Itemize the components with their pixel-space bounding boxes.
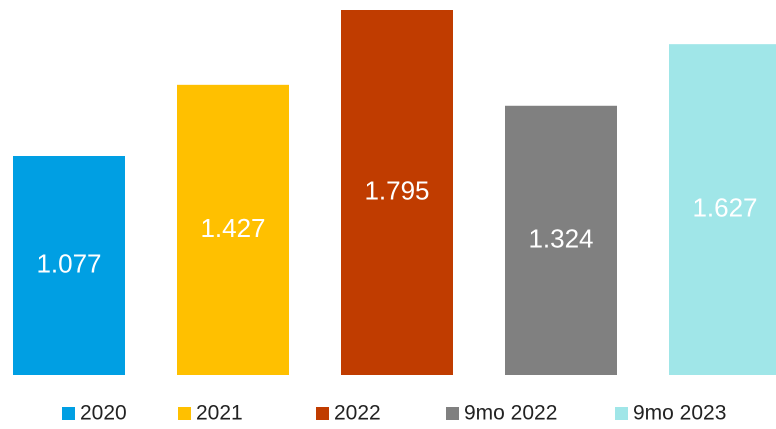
bar [13, 156, 125, 375]
legend-label: 9mo 2023 [633, 402, 726, 425]
bar [669, 44, 776, 375]
data-label: 1.627 [692, 192, 757, 222]
legend-swatch [615, 407, 628, 420]
data-label: 1.795 [364, 175, 429, 205]
bar [505, 105, 617, 375]
legend-label: 2020 [80, 402, 127, 425]
data-label: 1.427 [200, 213, 265, 243]
legend-swatch [178, 407, 191, 420]
data-label: 1.324 [528, 223, 593, 253]
bar [177, 84, 289, 376]
legend-label: 9mo 2022 [464, 402, 557, 425]
legend-label: 2021 [196, 402, 243, 425]
legend-label: 2022 [334, 402, 381, 425]
legend-swatch [446, 407, 459, 420]
legend-swatch [316, 407, 329, 420]
bar [341, 10, 453, 375]
data-label: 1.077 [36, 248, 101, 278]
legend-swatch [62, 407, 75, 420]
